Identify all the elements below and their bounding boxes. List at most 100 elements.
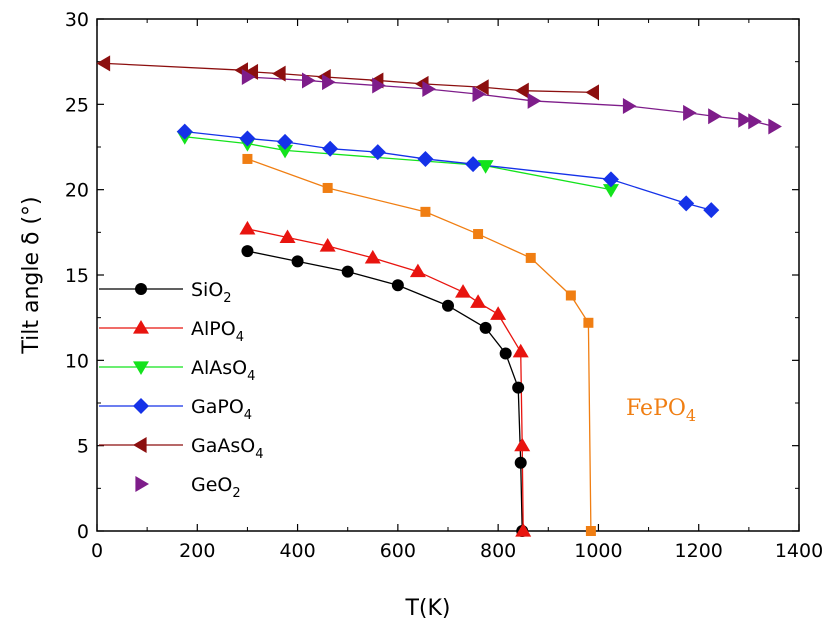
data-point-sio2 [512, 381, 525, 394]
x-tick-label: 800 [480, 540, 516, 562]
data-point-gapo4 [703, 202, 720, 219]
legend-label-gaaso4: GaAsO4 [191, 435, 264, 462]
data-point-gapo4 [277, 133, 294, 150]
x-tick-label: 600 [380, 540, 416, 562]
data-point-alaso4 [277, 144, 294, 159]
y-tick-label: 30 [65, 9, 89, 31]
data-point-alpo4 [490, 306, 507, 320]
fepo4-annotation: FePO4 [626, 396, 696, 425]
data-point-fepo4 [583, 317, 594, 328]
y-tick-label: 0 [77, 521, 89, 543]
data-point-alpo4 [455, 284, 472, 298]
legend-label-sub: 4 [247, 369, 255, 384]
data-point-geo2 [422, 80, 436, 97]
fepo4-annotation-text: FePO [626, 396, 686, 421]
data-point-geo2 [472, 86, 487, 103]
data-point-alaso4 [602, 184, 619, 198]
data-point-gaaso4 [96, 55, 111, 72]
data-point-sio2 [514, 456, 527, 469]
legend-label-alaso4: AlAsO4 [191, 357, 255, 384]
data-point-geo2 [302, 72, 316, 89]
x-tick-label: 1000 [574, 540, 622, 562]
x-tick-label: 1400 [775, 540, 823, 562]
legend-label-sio2: SiO2 [191, 279, 232, 306]
y-tick-label: 25 [65, 94, 89, 116]
data-point-alpo4 [364, 249, 381, 264]
data-point-alpo4 [470, 294, 487, 308]
markers [96, 55, 782, 537]
data-point-geo2 [708, 108, 722, 125]
legend-label-sub: 4 [244, 408, 252, 423]
series-line-fepo4 [247, 158, 592, 532]
legend-marker-gaaso4 [133, 437, 147, 453]
legend-label-text: GaPO [191, 396, 244, 418]
legend-marker-sio2 [135, 283, 147, 295]
data-point-gaaso4 [585, 84, 600, 101]
axes: 0 200 400 600 800 1000 1200 1400 0 5 10 15 20 25 30 [65, 9, 823, 562]
x-tick-label: 0 [91, 540, 103, 562]
legend-label-text: GeO [191, 474, 232, 496]
legend-label-text: AlPO [191, 318, 236, 340]
data-point-alpo4 [279, 229, 296, 244]
data-point-fepo4 [585, 526, 596, 536]
data-point-geo2 [683, 104, 697, 121]
data-point-geo2 [241, 69, 256, 86]
data-point-gapo4 [369, 144, 386, 161]
data-point-gaaso4 [475, 79, 489, 96]
x-tick-label: 200 [179, 540, 215, 562]
data-point-sio2 [442, 299, 454, 312]
data-point-geo2 [322, 74, 336, 91]
legend-label-geo2: GeO2 [191, 474, 241, 501]
data-point-geo2 [527, 92, 542, 109]
data-point-alpo4 [512, 343, 529, 358]
y-tick-label: 20 [65, 180, 89, 202]
legend-label-sub: 4 [236, 330, 244, 345]
series-line-alpo4 [247, 228, 524, 532]
data-point-gapo4 [239, 130, 256, 147]
x-axis-title: T(K) [404, 596, 450, 621]
legend-label-gapo4: GaPO4 [191, 396, 252, 423]
data-point-sio2 [341, 265, 354, 278]
series-line-gapo4 [184, 130, 712, 211]
data-point-alaso4 [477, 160, 494, 174]
data-point-sio2 [499, 347, 512, 360]
data-point-fepo4 [565, 290, 576, 301]
legend-marker-alaso4 [133, 361, 149, 375]
data-point-gapo4 [322, 140, 339, 157]
data-point-gaaso4 [272, 65, 286, 82]
legend-label-sub: 2 [223, 291, 231, 306]
data-point-alpo4 [239, 220, 256, 235]
x-tick-label: 1200 [675, 540, 723, 562]
y-axis-title: Tilt angle δ (°) [19, 196, 44, 354]
series-line-sio2 [247, 250, 523, 532]
legend-marker-geo2 [135, 476, 149, 492]
y-tick-label: 15 [65, 265, 89, 287]
legend-label-alpo4: AlPO4 [191, 318, 244, 345]
data-point-alpo4 [319, 237, 336, 252]
data-point-alpo4 [409, 263, 426, 278]
legend-label-sub: 4 [255, 447, 263, 462]
data-point-gapo4 [465, 156, 482, 173]
legend-label-sub: 2 [232, 486, 240, 501]
data-point-gapo4 [678, 195, 695, 212]
data-point-sio2 [479, 321, 492, 334]
data-point-sio2 [291, 255, 304, 268]
data-point-fepo4 [420, 206, 431, 217]
data-point-geo2 [622, 98, 637, 115]
data-point-geo2 [748, 113, 762, 130]
y-tick-label: 10 [65, 350, 89, 372]
x-tick-label: 400 [279, 540, 315, 562]
data-point-gaaso4 [515, 82, 529, 99]
legend-label-text: GaAsO [191, 435, 255, 457]
data-point-alpo4 [515, 523, 532, 537]
data-point-fepo4 [322, 182, 333, 193]
data-point-sio2 [391, 279, 404, 292]
legend-marker-gapo4 [133, 398, 149, 414]
data-point-geo2 [738, 111, 752, 128]
data-point-geo2 [372, 77, 386, 94]
data-point-fepo4 [242, 153, 253, 164]
data-point-sio2 [241, 245, 254, 258]
data-point-fepo4 [473, 229, 484, 240]
